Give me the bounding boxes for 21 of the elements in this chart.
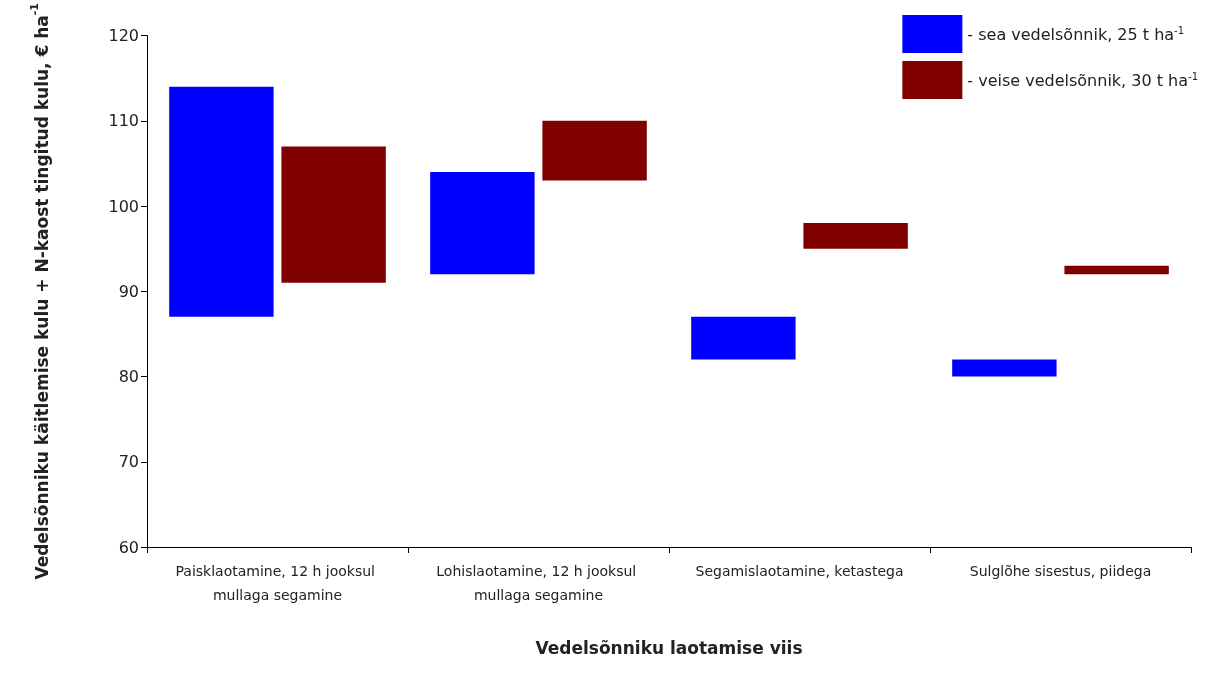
- bar: [430, 171, 535, 275]
- y-axis-title: Vedelsõnniku käitlemise kulu + N-kaost tingitud kulu, € ha-1: [28, 2, 52, 580]
- bar: [542, 120, 647, 181]
- y-tick-label: 90: [118, 281, 139, 301]
- bar: [1064, 265, 1169, 275]
- bar: [952, 359, 1057, 377]
- x-axis-title: Vedelsõnniku laotamise viis: [535, 637, 803, 658]
- y-tick-label: 110: [108, 111, 139, 131]
- y-tick-label: 60: [118, 537, 139, 557]
- bar: [281, 146, 386, 283]
- x-tick-label: Sulglõhe sisestus, piidega: [969, 563, 1152, 579]
- y-tick-label: 70: [118, 452, 139, 472]
- bar: [169, 86, 274, 317]
- bar: [691, 316, 796, 360]
- y-tick-label: 80: [118, 367, 139, 387]
- x-tick-label: Lohislaotamine, 12 h jooksul mullaga segamine: [436, 563, 641, 603]
- y-tick-label: 120: [108, 26, 139, 46]
- x-tick-label: Paisklaotamine, 12 h jooksul mullaga segamine: [175, 563, 380, 603]
- bar: [803, 223, 908, 249]
- x-tick-label: Segamislaotamine, ketastega: [695, 563, 904, 579]
- y-tick-label: 100: [108, 196, 139, 216]
